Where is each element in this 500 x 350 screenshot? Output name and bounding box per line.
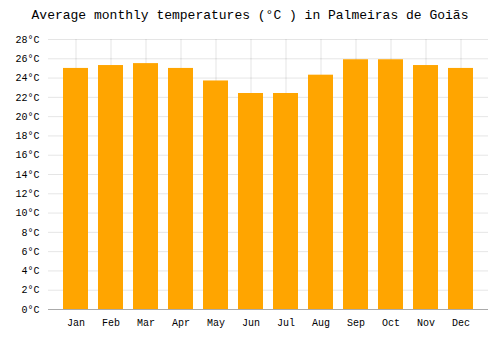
svg-text:Nov: Nov <box>417 318 435 329</box>
svg-text:Oct: Oct <box>382 318 400 329</box>
svg-text:Jul: Jul <box>277 318 295 329</box>
svg-text:8°C: 8°C <box>21 228 39 239</box>
svg-text:12°C: 12°C <box>15 189 39 200</box>
svg-text:Dec: Dec <box>452 318 470 329</box>
svg-text:0°C: 0°C <box>21 305 39 316</box>
svg-text:Mar: Mar <box>137 318 155 329</box>
svg-text:Feb: Feb <box>102 318 120 329</box>
svg-text:Aug: Aug <box>312 318 330 329</box>
svg-text:Jan: Jan <box>67 318 85 329</box>
svg-text:10°C: 10°C <box>15 208 39 219</box>
svg-text:28°C: 28°C <box>15 35 39 46</box>
svg-text:4°C: 4°C <box>21 266 39 277</box>
svg-text:Apr: Apr <box>172 318 190 329</box>
svg-text:18°C: 18°C <box>15 131 39 142</box>
svg-text:20°C: 20°C <box>15 112 39 123</box>
html-text:Average monthly temperatures (: Average monthly temperatures (°C ) in Pa… <box>31 8 469 23</box>
svg-text:May: May <box>207 318 225 329</box>
svg-text:16°C: 16°C <box>15 150 39 161</box>
svg-text:24°C: 24°C <box>15 73 39 84</box>
svg-text:26°C: 26°C <box>15 54 39 65</box>
svg-text:22°C: 22°C <box>15 93 39 104</box>
svg-text:14°C: 14°C <box>15 170 39 181</box>
svg-text:2°C: 2°C <box>21 285 39 296</box>
svg-text:6°C: 6°C <box>21 247 39 258</box>
svg-text:Jun: Jun <box>242 318 260 329</box>
svg-text:Sep: Sep <box>347 318 365 329</box>
